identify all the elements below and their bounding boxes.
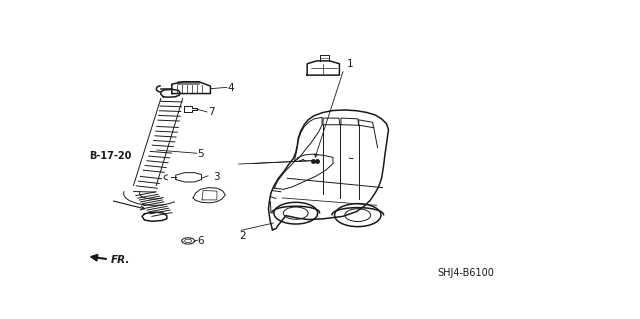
- Text: 5: 5: [198, 149, 204, 159]
- Text: SHJ4-B6100: SHJ4-B6100: [437, 268, 494, 278]
- Text: B-17-20: B-17-20: [89, 151, 131, 161]
- Text: 2: 2: [240, 231, 246, 241]
- Text: FR.: FR.: [111, 255, 131, 265]
- Text: 4: 4: [228, 83, 234, 93]
- Text: 3: 3: [213, 172, 220, 182]
- Text: 6: 6: [198, 236, 204, 246]
- Text: 1: 1: [347, 59, 353, 69]
- Text: 7: 7: [208, 107, 214, 117]
